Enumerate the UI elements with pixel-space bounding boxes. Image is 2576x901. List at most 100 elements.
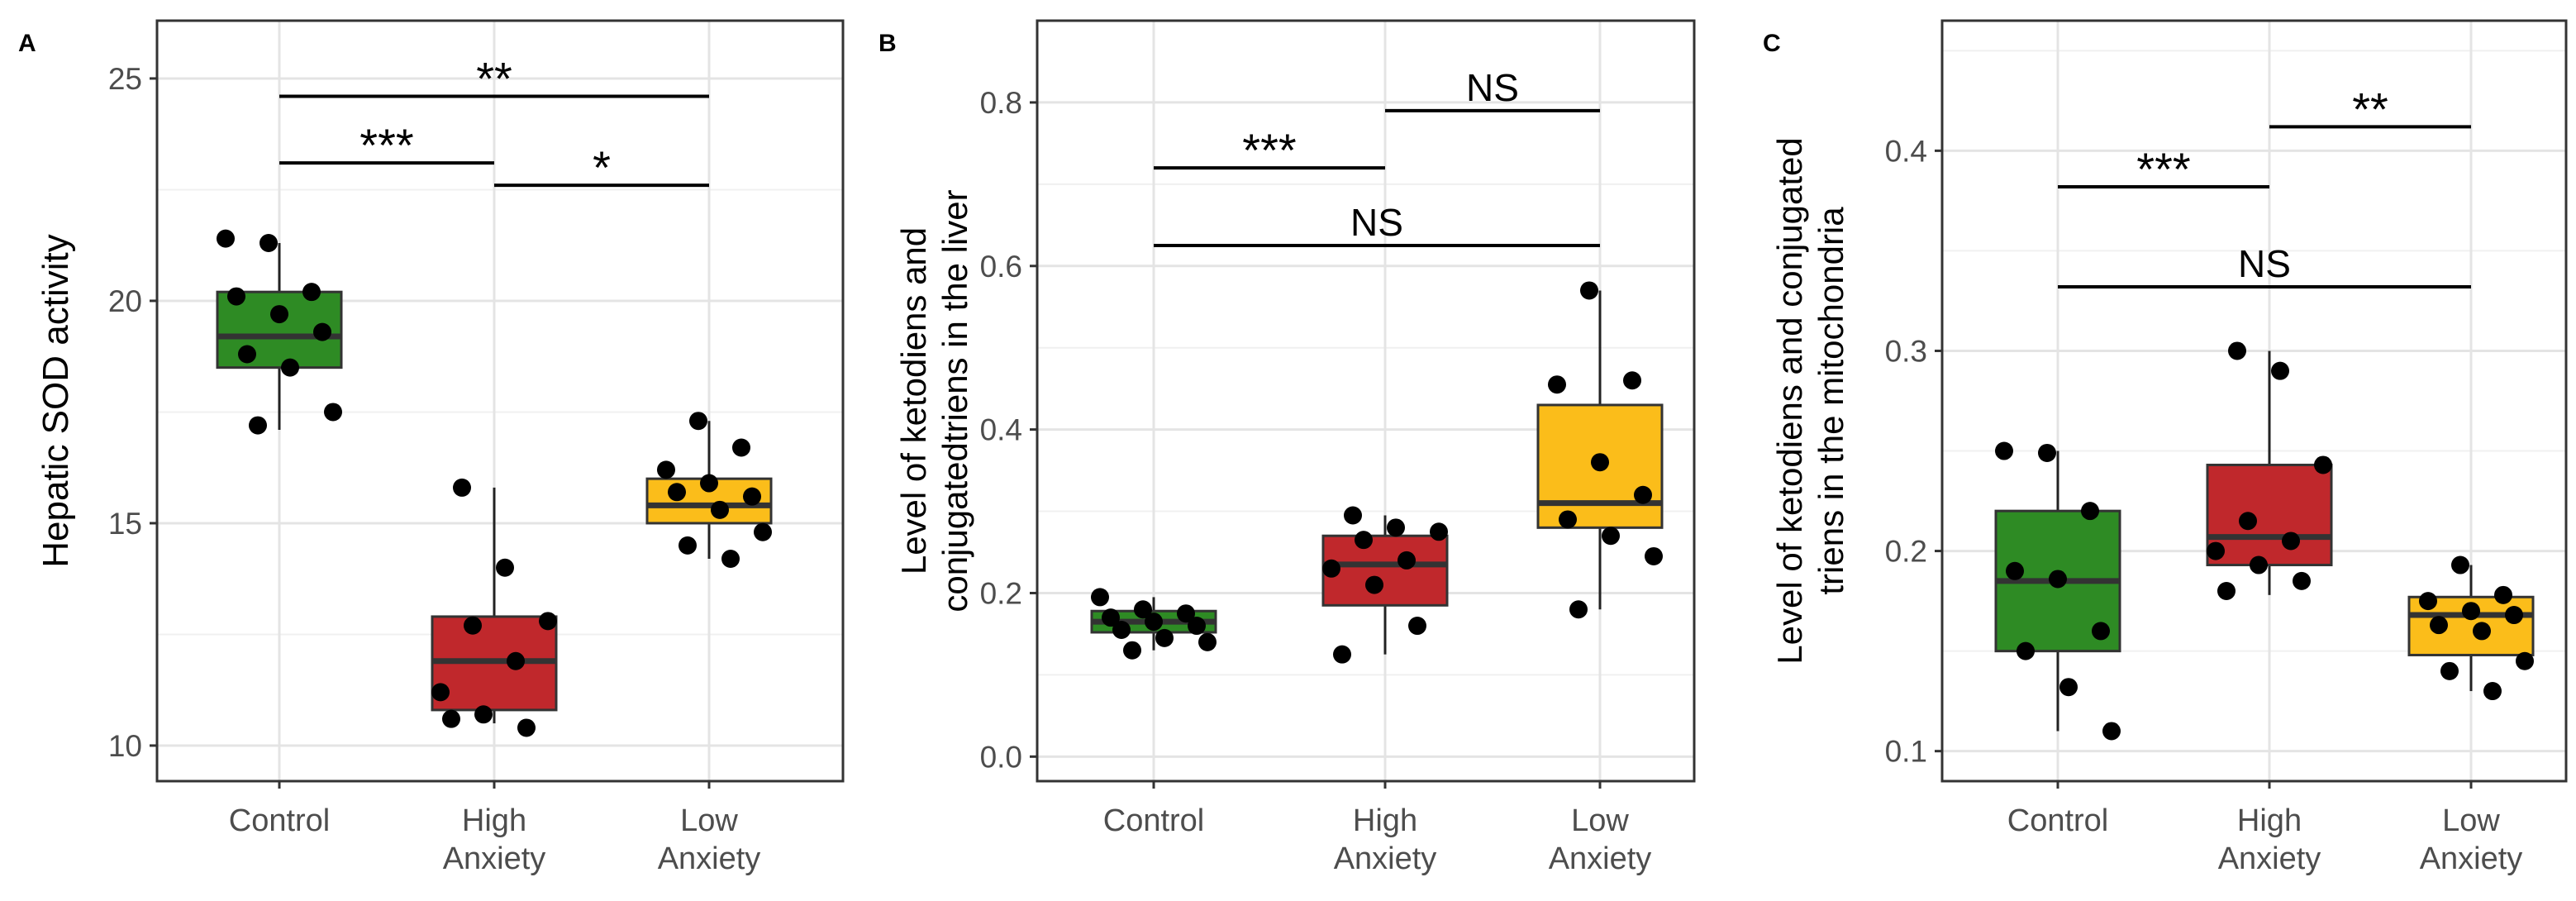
y-axis-title-line: Level of ketodiens and conjugated — [1770, 137, 1809, 665]
data-point — [1387, 518, 1405, 537]
data-point — [2293, 571, 2311, 590]
x-tick-label-line: Anxiety — [1549, 841, 1652, 876]
data-point — [2228, 341, 2246, 360]
plot-border — [1036, 19, 1696, 783]
significance-bracket: NS — [2058, 242, 2471, 288]
data-point — [249, 416, 267, 435]
data-point — [1091, 588, 1109, 607]
y-axis-title-line: conjugatedtriens in the liver — [936, 189, 974, 612]
data-point — [1112, 620, 1131, 639]
significance-bracket: * — [494, 141, 709, 193]
data-point — [1995, 441, 2013, 460]
x-tick-label-line: Anxiety — [658, 841, 761, 876]
y-tick-label: 0.0 — [980, 740, 1022, 774]
significance-bracket: *** — [279, 119, 494, 171]
x-tick-label-line: High — [1353, 803, 1417, 838]
box-1 — [431, 487, 558, 724]
data-point — [431, 683, 450, 702]
significance-label: * — [593, 141, 611, 193]
plot-border — [155, 19, 845, 783]
data-point — [1591, 453, 1609, 472]
data-point — [1198, 632, 1217, 651]
data-point — [2462, 602, 2480, 621]
x-tick-label: Control — [1103, 803, 1205, 838]
data-point — [1602, 527, 1620, 546]
data-point — [711, 500, 729, 519]
x-tick-label-line: Control — [1103, 803, 1205, 838]
data-point — [2081, 502, 2099, 521]
data-point — [1102, 608, 1120, 627]
significance-bracket: *** — [1154, 124, 1385, 176]
data-point — [2516, 651, 2534, 670]
data-point — [2505, 606, 2523, 625]
box-iqr — [1321, 534, 1449, 607]
data-point — [721, 549, 740, 568]
data-point — [2250, 555, 2268, 574]
data-point — [238, 345, 256, 364]
x-tick-label-line: Control — [2007, 803, 2109, 838]
data-point — [2239, 512, 2257, 531]
significance-label: NS — [2238, 242, 2291, 285]
data-point — [1344, 506, 1362, 525]
data-point — [2006, 561, 2024, 580]
significance-label: ** — [2352, 83, 2388, 135]
y-tick-label: 0.1 — [1885, 735, 1927, 769]
data-point — [1634, 485, 1652, 504]
data-point — [539, 612, 557, 631]
data-point — [2451, 555, 2469, 574]
data-point — [313, 322, 331, 341]
x-tick-label: Low Anxiety — [658, 803, 761, 876]
x-tick-label: High Anxiety — [443, 803, 546, 876]
x-tick-label-line: High — [2237, 803, 2302, 838]
y-axis-title-line: Level of ketodiens and — [894, 227, 933, 574]
data-point — [507, 651, 525, 670]
x-tick-label-line: Anxiety — [2218, 841, 2321, 876]
data-point — [1322, 559, 1340, 578]
significance-label: *** — [1242, 124, 1296, 176]
significance-label: NS — [1350, 201, 1403, 244]
y-tick-label: 25 — [108, 62, 142, 96]
data-point — [754, 522, 772, 541]
data-point — [700, 474, 718, 493]
data-point — [464, 616, 482, 635]
data-point — [1365, 575, 1383, 594]
x-tick-label: Control — [2007, 803, 2109, 838]
data-point — [2440, 661, 2459, 680]
data-point — [270, 305, 288, 324]
significance-bracket: NS — [1385, 66, 1600, 112]
data-point — [442, 709, 460, 728]
y-tick-label: 0.4 — [1885, 134, 1927, 168]
data-point — [732, 438, 750, 457]
x-tick-label: Control — [229, 803, 331, 838]
data-point — [2282, 532, 2300, 551]
y-axis-title-line: triens in the mitochondria — [1812, 207, 1850, 595]
x-tick-label-line: Low — [2442, 803, 2500, 838]
significance-bracket: ** — [279, 52, 709, 104]
x-tick-label-line: Low — [680, 803, 738, 838]
data-point — [1188, 617, 1206, 636]
significance-label: *** — [359, 119, 413, 171]
panel-tag: C — [1763, 30, 1781, 57]
box-1 — [2206, 350, 2333, 595]
data-point — [281, 358, 299, 377]
data-point — [2473, 622, 2491, 641]
y-tick-label: 0.4 — [980, 413, 1022, 447]
x-tick-label-line: Low — [1571, 803, 1629, 838]
data-point — [1408, 617, 1426, 636]
data-point — [1559, 510, 1577, 529]
data-point — [227, 287, 245, 306]
data-point — [1355, 531, 1373, 550]
data-point — [260, 234, 278, 253]
x-tick-label: Low Anxiety — [2420, 803, 2523, 876]
data-point — [217, 229, 235, 248]
data-point — [302, 283, 321, 302]
significance-bracket: NS — [1154, 201, 1600, 248]
data-point — [2430, 616, 2448, 635]
x-tick-label-line: Control — [229, 803, 331, 838]
y-tick-label: 0.8 — [980, 86, 1022, 120]
x-tick-label-line: Anxiety — [1334, 841, 1437, 876]
data-point — [2049, 570, 2067, 589]
data-point — [474, 705, 493, 724]
data-point — [2092, 622, 2110, 641]
